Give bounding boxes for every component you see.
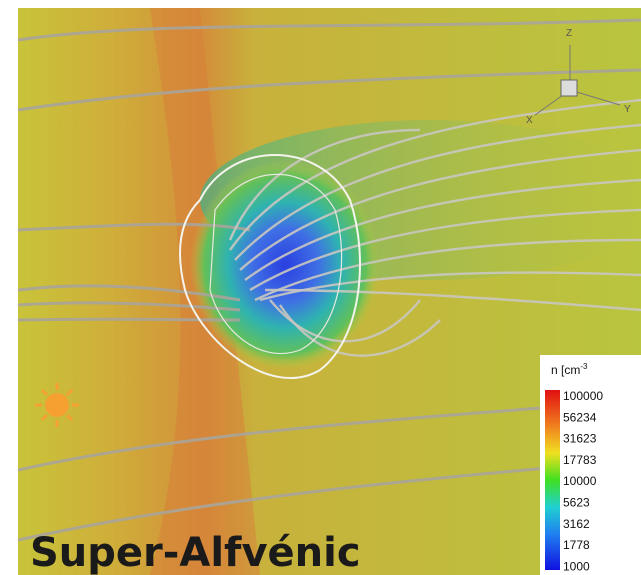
title: Super-Alfvénic <box>30 530 361 575</box>
legend-label: 100000 <box>563 389 603 403</box>
axis-x-label: X <box>526 115 533 126</box>
axis-triad: Z X Y <box>526 28 631 126</box>
axis-z-label: Z <box>566 28 572 39</box>
legend-label: 56234 <box>563 410 597 424</box>
legend: n [cm-3 100000 56234 31623 17783 10000 5623 31… <box>540 355 641 575</box>
legend-label: 5623 <box>563 496 590 510</box>
legend-title: n [cm-3 <box>551 362 588 377</box>
legend-label: 1778 <box>563 538 590 552</box>
render: Z X Y n [cm-3 100000 56234 31623 17783 10000… <box>18 8 641 575</box>
sun-icon <box>35 383 79 427</box>
legend-label: 1000 <box>563 559 590 573</box>
legend-label: 17783 <box>563 453 597 467</box>
legend-label: 31623 <box>563 432 597 446</box>
axis-y-label: Y <box>624 104 631 115</box>
legend-label: 10000 <box>563 474 597 488</box>
legend-label: 3162 <box>563 517 590 531</box>
